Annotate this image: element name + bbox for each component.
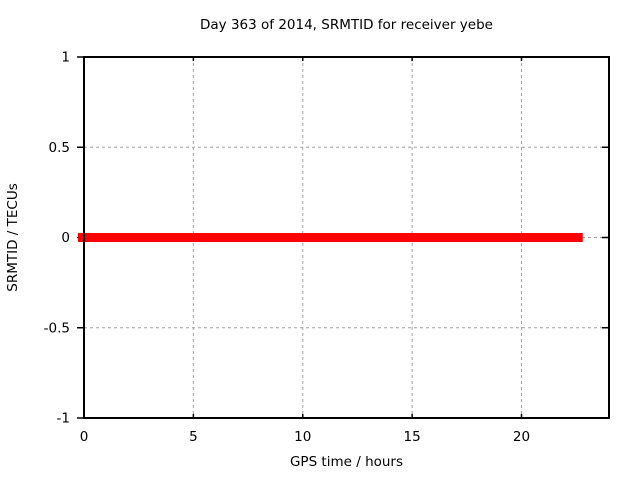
- y-tick-label: -0.5: [44, 320, 70, 336]
- y-tick-label: 0.5: [49, 140, 70, 156]
- x-tick-label: 5: [189, 429, 198, 445]
- y-axis-label: SRMTID / TECUs: [5, 183, 21, 291]
- y-tick-label: 1: [61, 50, 70, 66]
- x-tick-label: 15: [404, 429, 421, 445]
- x-tick-label: 0: [80, 429, 89, 445]
- plot-border: [83, 56, 610, 419]
- chart-title: Day 363 of 2014, SRMTID for receiver yeb…: [200, 17, 493, 33]
- x-axis-label: GPS time / hours: [290, 454, 403, 470]
- y-tick-label: 0: [61, 230, 70, 246]
- y-tick-label: -1: [57, 411, 70, 427]
- x-tick-label: 10: [294, 429, 311, 445]
- plot-area: 0 5 10 15 20 1 0.5 0 -0.5 -1: [44, 50, 610, 445]
- x-tick-label: 20: [513, 429, 530, 445]
